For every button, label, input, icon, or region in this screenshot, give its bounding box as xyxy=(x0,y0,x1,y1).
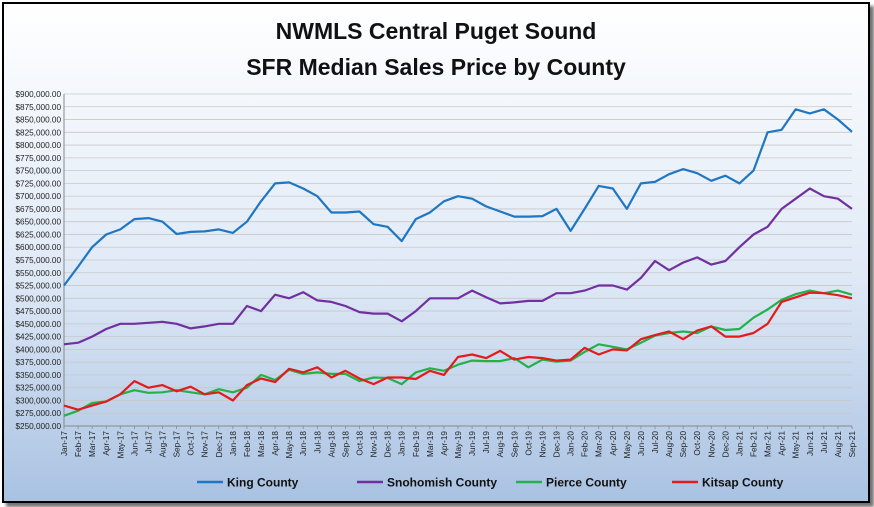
x-tick-label: Aug-19 xyxy=(496,431,505,458)
legend-label: Kitsap County xyxy=(702,476,784,490)
y-tick-label: $375,000.00 xyxy=(15,358,61,367)
x-tick-label: Jul-21 xyxy=(820,431,829,454)
series-line-snohomish-county xyxy=(63,187,853,346)
series-line-pierce-county xyxy=(63,289,853,417)
y-tick-label: $450,000.00 xyxy=(15,320,61,329)
x-tick-label: Jun-18 xyxy=(299,431,308,456)
x-tick-label: Jul-19 xyxy=(482,431,491,454)
y-tick-label: $850,000.00 xyxy=(15,116,61,125)
y-tick-label: $475,000.00 xyxy=(15,307,61,316)
x-tick-label: Oct-19 xyxy=(524,431,533,456)
y-tick-label: $725,000.00 xyxy=(15,179,61,188)
x-tick-label: Dec-18 xyxy=(384,431,393,458)
x-tick-label: Oct-18 xyxy=(356,431,365,456)
x-tick-label: Apr-19 xyxy=(440,431,449,456)
x-tick-label: Jan-19 xyxy=(398,431,407,456)
y-tick-label: $825,000.00 xyxy=(15,128,61,137)
x-tick-label: Aug-18 xyxy=(327,431,336,458)
x-tick-label: May-19 xyxy=(454,431,463,459)
x-tick-label: May-20 xyxy=(623,431,632,459)
x-tick-label: Jun-17 xyxy=(130,431,139,456)
y-tick-label: $250,000.00 xyxy=(15,422,61,431)
x-tick-label: Apr-17 xyxy=(102,431,111,456)
y-tick-label: $900,000.00 xyxy=(15,90,61,99)
y-tick-label: $650,000.00 xyxy=(15,218,61,227)
chart-title: NWMLS Central Puget Sound xyxy=(275,18,597,44)
x-tick-label: Apr-21 xyxy=(778,431,787,456)
x-tick-label: Dec-17 xyxy=(215,431,224,458)
x-tick-label: Sep-19 xyxy=(510,431,519,458)
x-tick-label: Aug-17 xyxy=(159,431,168,458)
y-tick-label: $575,000.00 xyxy=(15,256,61,265)
x-tick-label: Nov-19 xyxy=(538,431,547,458)
x-tick-label: Jun-20 xyxy=(637,431,646,456)
chart-subtitle: SFR Median Sales Price by County xyxy=(246,54,626,80)
x-tick-label: Oct-20 xyxy=(693,431,702,456)
x-tick-label: Jun-19 xyxy=(468,431,477,456)
x-tick-label: Dec-19 xyxy=(553,431,562,458)
x-tick-label: Jul-17 xyxy=(144,431,153,454)
y-tick-label: $275,000.00 xyxy=(15,409,61,418)
x-tick-label: May-21 xyxy=(792,431,801,459)
x-tick-label: Mar-19 xyxy=(426,431,435,457)
y-tick-label: $525,000.00 xyxy=(15,282,61,291)
y-tick-label: $800,000.00 xyxy=(15,141,61,150)
y-tick-label: $550,000.00 xyxy=(15,269,61,278)
x-tick-label: Sep-18 xyxy=(341,431,350,458)
y-tick-label: $700,000.00 xyxy=(15,192,61,201)
y-tick-label: $300,000.00 xyxy=(15,396,61,405)
y-tick-label: $600,000.00 xyxy=(15,243,61,252)
y-tick-label: $325,000.00 xyxy=(15,384,61,393)
x-tick-label: Apr-20 xyxy=(609,431,618,456)
x-tick-label: Feb-21 xyxy=(750,431,759,457)
x-tick-label: Feb-19 xyxy=(412,431,421,457)
x-tick-label: Jan-18 xyxy=(229,431,238,456)
x-tick-label: Jul-18 xyxy=(313,431,322,454)
y-tick-label: $425,000.00 xyxy=(15,333,61,342)
x-tick-label: Jan-17 xyxy=(60,431,69,456)
x-tick-label: Oct-17 xyxy=(187,431,196,456)
x-tick-label: Feb-17 xyxy=(74,431,83,457)
x-tick-label: Jun-21 xyxy=(806,431,815,456)
y-tick-label: $750,000.00 xyxy=(15,167,61,176)
x-tick-label: May-17 xyxy=(116,431,125,459)
y-tick-label: $775,000.00 xyxy=(15,154,61,163)
x-tick-label: Nov-17 xyxy=(201,431,210,458)
x-tick-label: Mar-21 xyxy=(764,431,773,457)
x-tick-label: Sep-21 xyxy=(848,431,857,458)
legend-label: Snohomish County xyxy=(387,476,497,490)
legend-label: King County xyxy=(227,476,299,490)
x-tick-label: Apr-18 xyxy=(271,431,280,456)
x-tick-label: Sep-17 xyxy=(173,431,182,458)
y-tick-label: $500,000.00 xyxy=(15,294,61,303)
x-tick-label: Jul-20 xyxy=(651,431,660,454)
x-tick-label: Jan-21 xyxy=(735,431,744,456)
x-tick-label: Mar-18 xyxy=(257,431,266,457)
x-tick-label: Aug-21 xyxy=(834,431,843,458)
x-tick-label: Sep-20 xyxy=(679,431,688,458)
legend-label: Pierce County xyxy=(546,476,627,490)
x-tick-label: Mar-20 xyxy=(595,431,604,457)
x-tick-label: Feb-20 xyxy=(581,431,590,457)
x-tick-label: May-18 xyxy=(285,431,294,459)
x-tick-label: Mar-17 xyxy=(88,431,97,457)
x-tick-label: Nov-20 xyxy=(707,431,716,458)
x-tick-label: Jan-20 xyxy=(567,431,576,456)
x-tick-label: Aug-20 xyxy=(665,431,674,458)
y-tick-label: $875,000.00 xyxy=(15,103,61,112)
series-line-king-county xyxy=(63,108,853,287)
line-chart: $250,000.00 $275,000.00 $300,000.00 $325,00… xyxy=(15,90,857,490)
x-tick-label: Feb-18 xyxy=(243,431,252,457)
series-line-kitsap-county xyxy=(63,291,853,411)
x-tick-label: Nov-18 xyxy=(370,431,379,458)
y-tick-label: $400,000.00 xyxy=(15,345,61,354)
y-tick-label: $625,000.00 xyxy=(15,230,61,239)
x-tick-label: Dec-20 xyxy=(721,431,730,458)
y-tick-label: $675,000.00 xyxy=(15,205,61,214)
y-tick-label: $350,000.00 xyxy=(15,371,61,380)
